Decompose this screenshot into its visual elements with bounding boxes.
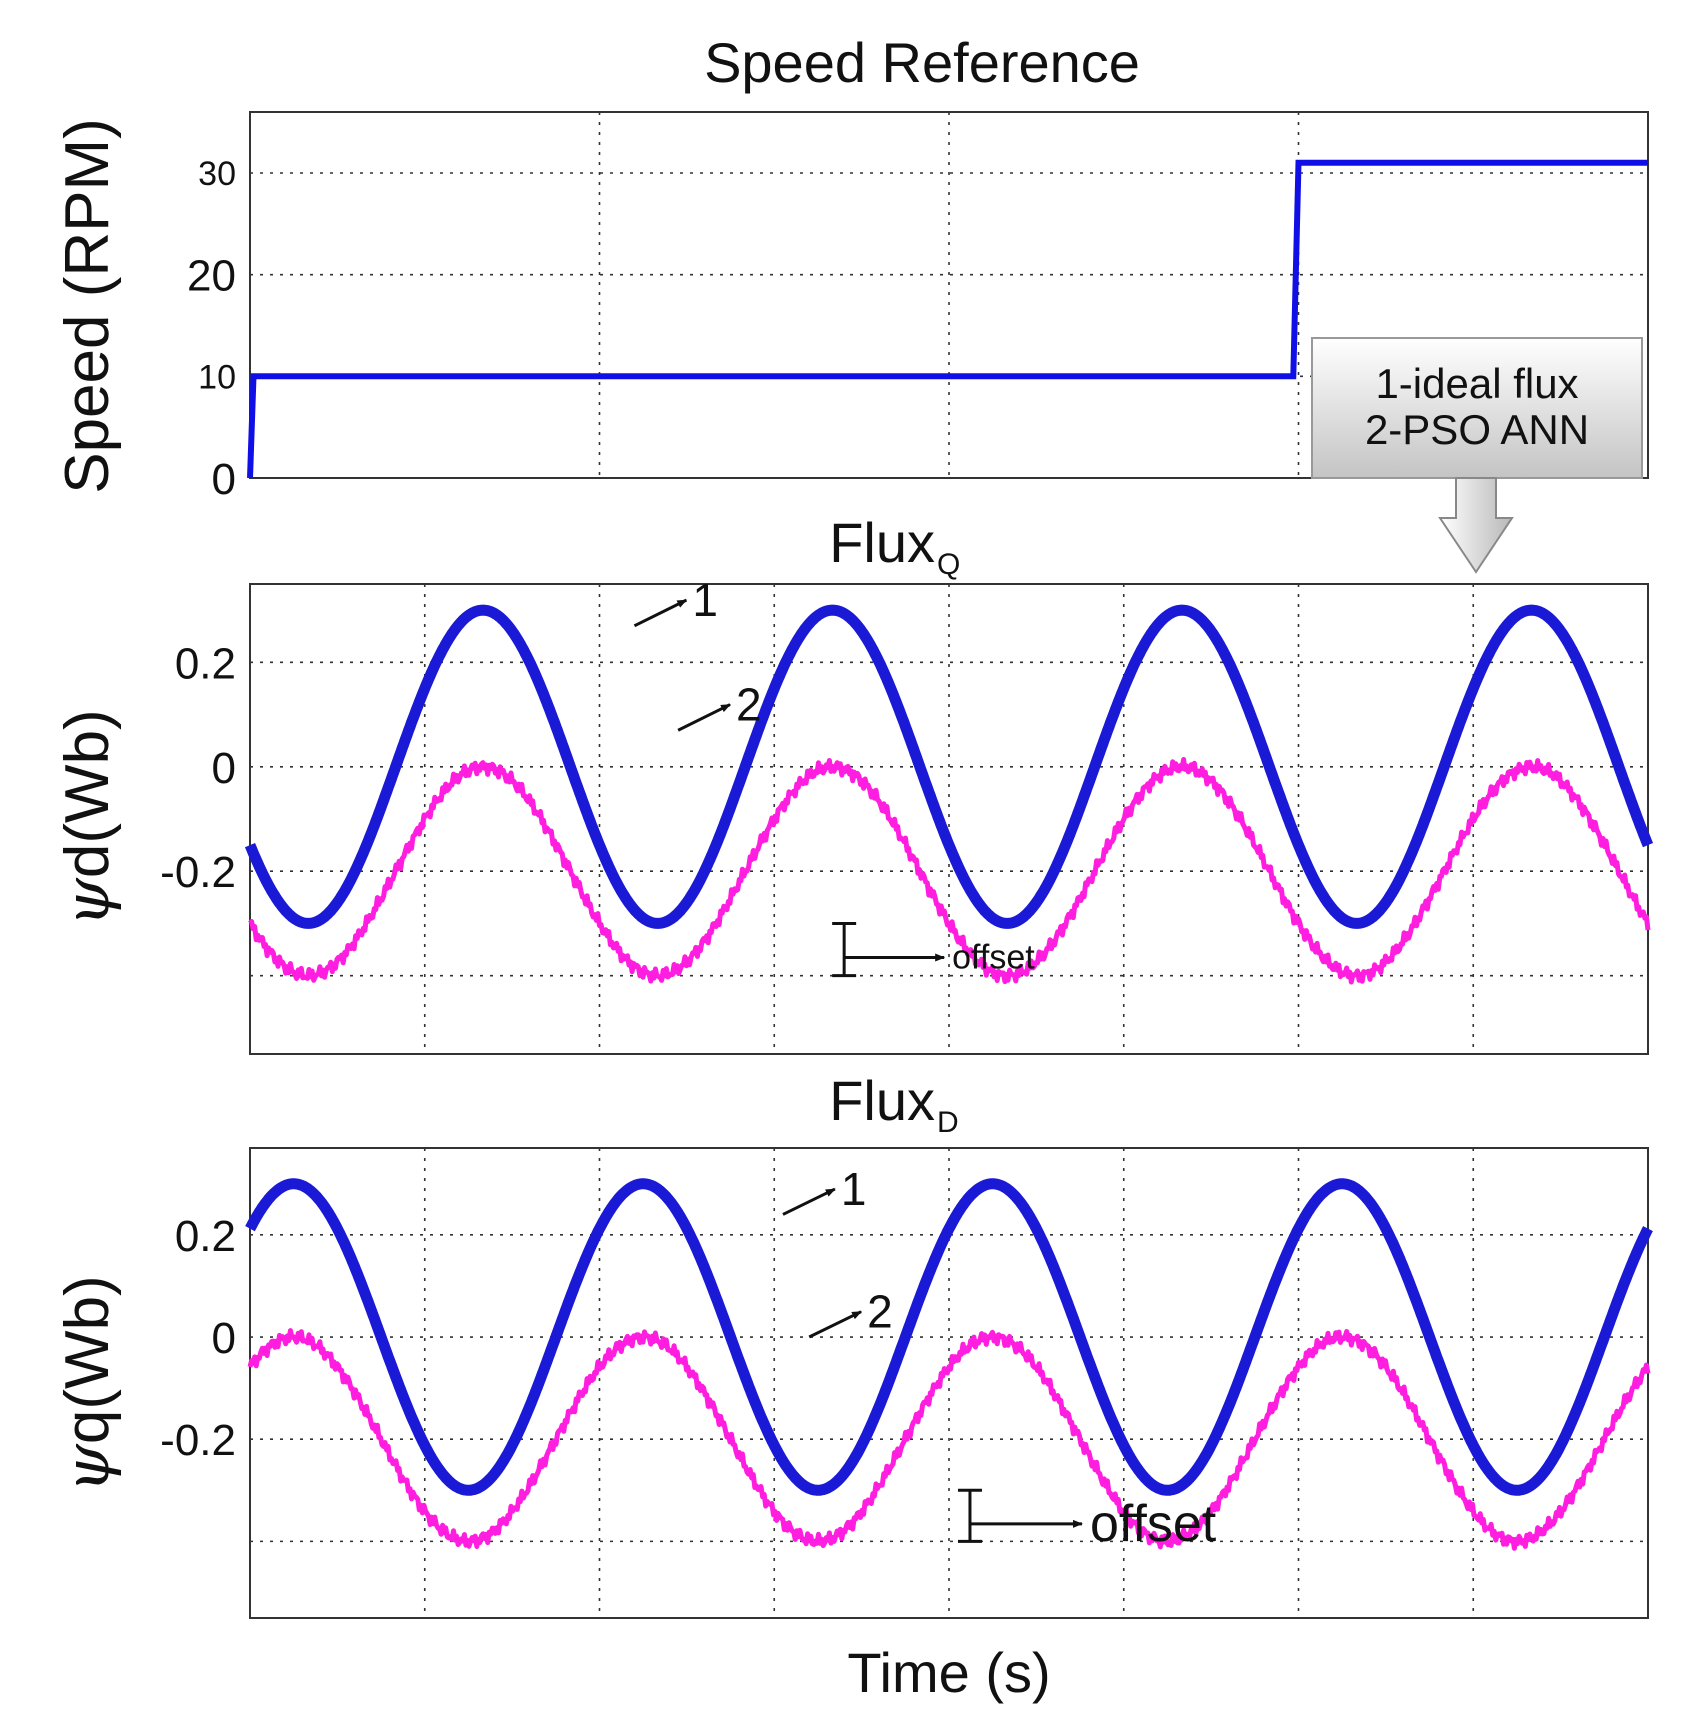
y-axis-label: ψd(Wb) [50, 709, 123, 926]
grid [250, 1148, 1648, 1618]
legend-entry-2: 2-PSO ANN [1365, 406, 1589, 453]
chart-title-main: Flux [829, 1069, 935, 1132]
y-tick-labels: 0.2 0 -0.2 [160, 1212, 236, 1465]
y-tick-label: 0 [212, 455, 236, 504]
chart-title: Speed Reference [704, 31, 1140, 94]
curve-label: 2 [736, 679, 762, 731]
curve-label: 1 [692, 574, 718, 626]
y-tick-label: 0.2 [175, 1212, 236, 1261]
y-tick-label: -0.2 [160, 848, 236, 897]
label-arrow [633, 598, 688, 628]
y-tick-label: 0 [212, 1314, 236, 1363]
offset-label: offset [1090, 1495, 1217, 1553]
label-arrow [808, 1310, 862, 1339]
series-ideal-flux [245, 1178, 1653, 1496]
y-tick-label: 10 [198, 358, 236, 396]
legend-entry-1: 1-ideal flux [1375, 360, 1578, 407]
offset-label: offset [952, 939, 1035, 977]
y-axis-label: ψq(Wb) [50, 1275, 123, 1492]
curve-label: 2 [867, 1286, 893, 1338]
label-arrow [677, 703, 731, 732]
annotations: 1 2 offset [633, 574, 1035, 978]
flux-d-chart: Flux D 0.2 0 -0.2 1 2 offset ψq(Wb) Time (s) [50, 1069, 1653, 1704]
series-group [244, 604, 1654, 985]
chart-title-subscript: D [937, 1106, 959, 1139]
y-axis-label: Speed (RPM) [53, 118, 122, 494]
speed-reference-line [247, 159, 1648, 479]
y-tick-labels: 0.2 0 -0.2 [160, 639, 236, 897]
psi-symbol: ψ [50, 1443, 123, 1493]
label-arrow [782, 1187, 836, 1216]
chart-title-subscript: Q [937, 548, 960, 581]
curve-label: 1 [841, 1163, 867, 1215]
y-tick-label: -0.2 [160, 1416, 236, 1465]
y-tick-labels: 0 10 20 30 [187, 155, 236, 504]
x-axis-label: Time (s) [847, 1641, 1050, 1704]
y-tick-label: 30 [198, 155, 236, 193]
series-pso-ann [247, 1328, 1651, 1551]
y-tick-label: 20 [187, 252, 236, 301]
flux-q-chart: Flux Q 0.2 0 -0.2 1 2 offset ψd(Wb) [50, 511, 1654, 1055]
annotations: 1 2 offset [782, 1163, 1217, 1553]
chart-title-main: Flux [829, 511, 935, 574]
down-arrow-icon [1438, 477, 1514, 574]
series-group [245, 1178, 1653, 1551]
y-axis-label-text: q(Wb) [53, 1275, 122, 1444]
series-pso-ann [248, 757, 1651, 985]
y-axis-label-text: d(Wb) [53, 709, 122, 878]
series-ideal-flux [244, 604, 1654, 929]
y-tick-label: 0.2 [175, 639, 236, 688]
legend-callout: 1-ideal flux 2-PSO ANN [1311, 337, 1643, 574]
y-tick-label: 0 [212, 744, 236, 793]
series-group [247, 159, 1648, 479]
psi-symbol: ψ [50, 877, 123, 927]
